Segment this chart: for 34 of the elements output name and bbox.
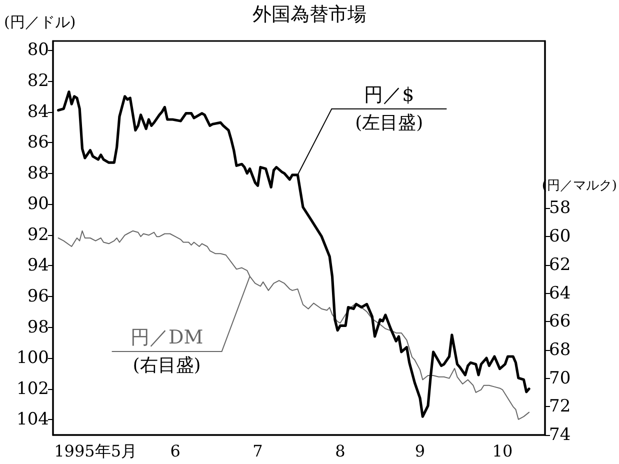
y-tick-label: 82 <box>27 71 49 92</box>
y2-tick-label: 62 <box>549 254 571 275</box>
text: 円／DM <box>130 326 204 348</box>
x-tick-label: 8 <box>335 442 346 460</box>
y2-tick-label: 74 <box>549 425 571 445</box>
y-tick-label: 90 <box>27 194 49 214</box>
text: 円／$ <box>364 84 414 106</box>
y-tick-label: 104 <box>16 410 49 430</box>
x-tick-label: 10 <box>492 442 513 460</box>
y2-tick-label: 60 <box>549 226 571 247</box>
y2-tick-label: 70 <box>549 368 571 388</box>
y-tick-label: 80 <box>27 40 49 60</box>
y-tick-label: 94 <box>27 256 49 276</box>
x-tick-label: 1995年5月 <box>54 442 138 460</box>
y2-tick-label: 58 <box>549 198 571 218</box>
y-tick-label: 84 <box>27 102 49 122</box>
y2-tick-label: 72 <box>549 396 571 417</box>
annotation: (右目盛) <box>132 354 201 376</box>
y2-tick-label: 66 <box>549 312 571 332</box>
y-tick-label: 98 <box>27 317 49 338</box>
y-axis-title: (円／ドル) <box>4 13 76 31</box>
y-tick-label: 100 <box>16 348 49 368</box>
y-tick-label: 92 <box>27 224 49 245</box>
annotation: (左目盛) <box>355 112 424 134</box>
y-tick-label: 102 <box>16 378 49 399</box>
y2-tick-label: 64 <box>549 283 571 304</box>
y-tick-label: 86 <box>27 132 49 153</box>
y2-tick-label: 68 <box>549 340 571 360</box>
y-tick-label: 88 <box>27 163 49 184</box>
chart-title: 外国為替市場 <box>252 4 366 26</box>
x-tick-label: 6 <box>170 442 180 460</box>
x-tick-label: 7 <box>252 442 263 460</box>
x-tick-label: 9 <box>414 442 426 460</box>
y-tick-label: 96 <box>27 286 49 306</box>
